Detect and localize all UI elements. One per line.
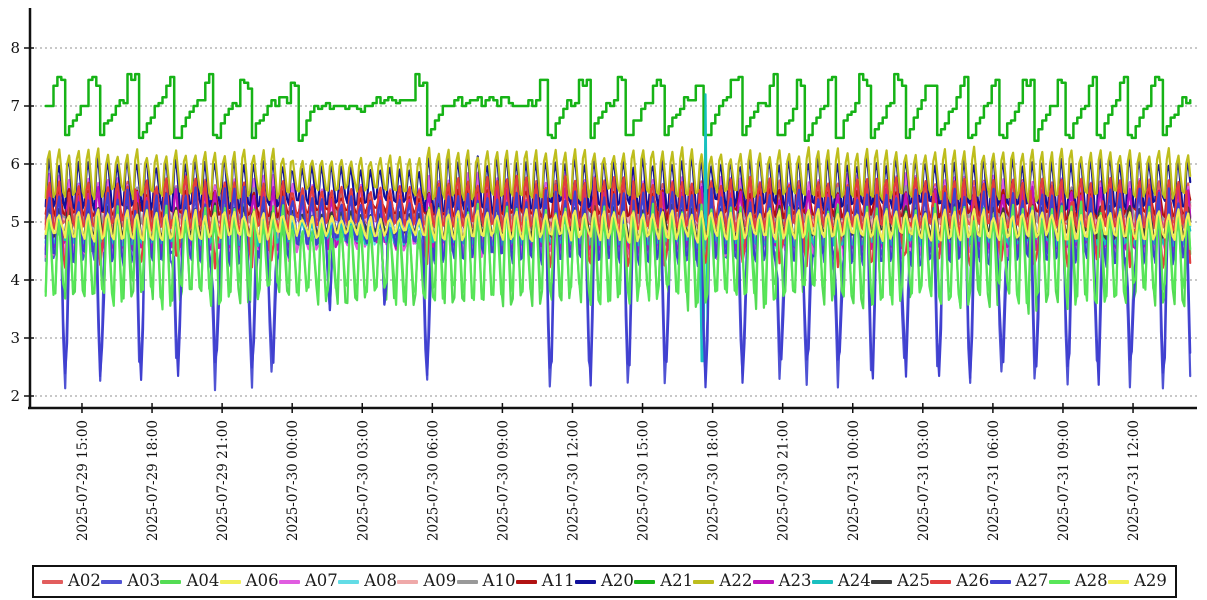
legend: A02 A03 A04 A06 A07 A08 A09 A10 A11 A20 A21 A22 A23 A… [32,565,1177,598]
legend-item-A24: A24 [811,571,871,591]
x-tick-label: 2025-07-30 09:00 [495,420,511,541]
x-tick-label: 2025-07-30 12:00 [565,420,581,541]
series-line-A22 [44,145,1192,204]
x-tick-label: 2025-07-31 03:00 [916,420,932,541]
legend-swatch-A21 [634,579,656,584]
legend-swatch-A22 [693,579,715,584]
legend-item-A06: A06 [219,571,279,591]
x-tick-label: 2025-07-30 21:00 [776,420,792,541]
x-tick-label: 2025-07-31 00:00 [846,420,862,541]
legend-swatch-A29 [1107,579,1129,584]
legend-label: A03 [127,571,161,591]
x-tick-label: 2025-07-30 06:00 [425,420,441,541]
legend-item-A10: A10 [456,571,516,591]
legend-label: A23 [778,571,812,591]
series-line-A28 [44,200,1192,311]
legend-swatch-A28 [1048,579,1070,584]
legend-label: A29 [1133,571,1167,591]
legend-label: A06 [245,571,279,591]
legend-item-A08: A08 [338,573,397,590]
legend-item-A20: A20 [574,571,634,591]
legend-item-A27: A27 [989,571,1049,591]
legend-swatch-A26 [930,579,952,584]
x-tick-label: 2025-07-29 21:00 [215,420,231,541]
x-tick-label: 2025-07-29 18:00 [145,420,161,541]
x-tick-label: 2025-07-30 18:00 [706,420,722,541]
legend-label: A28 [1074,571,1108,591]
legend-swatch-A25 [871,579,893,584]
legend-swatch-A06 [219,579,241,584]
legend-swatch-A10 [456,579,478,584]
legend-item-A25: A25 [871,573,930,590]
legend-item-A03: A03 [101,573,160,590]
x-tick-label: 2025-07-30 00:00 [285,420,301,541]
legend-item-A07: A07 [278,571,338,591]
series-line-A29 [44,207,1192,244]
y-tick-label: 2 [10,387,20,405]
legend-item-A09: A09 [397,573,456,590]
series-line-A21 [44,72,1192,143]
legend-swatch-A24 [811,579,833,584]
y-tick-label: 7 [10,97,20,115]
legend-swatch-A11 [515,579,537,584]
legend-label: A11 [541,571,575,591]
legend-label: A07 [304,571,338,591]
legend-swatch-A02 [42,579,63,584]
x-tick-label: 2025-07-31 12:00 [1126,420,1142,541]
legend-label: A02 [68,571,101,591]
y-tick-label: 5 [10,213,20,231]
legend-label: A25 [897,571,930,591]
legend-item-A21: A21 [634,573,693,590]
legend-swatch-A08 [338,579,360,584]
y-tick-label: 4 [10,271,20,289]
legend-item-A02: A02 [42,573,101,590]
legend-item-A28: A28 [1048,571,1108,591]
legend-label: A27 [1015,571,1049,591]
legend-item-A29: A29 [1107,571,1167,591]
x-tick-label: 2025-07-30 03:00 [355,420,371,541]
x-tick-label: 2025-07-31 06:00 [986,420,1002,541]
x-tick-label: 2025-07-30 15:00 [636,420,652,541]
y-tick-label: 6 [10,155,20,173]
legend-label: A09 [423,571,457,591]
x-axis-ticks: 2025-07-29 15:00 2025-07-29 18:00 2025-07-… [75,403,1142,541]
y-tick-label: 3 [10,329,20,347]
legend-item-A23: A23 [752,571,812,591]
series-group [44,72,1192,392]
legend-label: A10 [482,571,516,591]
legend-label: A08 [364,571,398,591]
legend-label: A26 [956,571,990,591]
legend-swatch-A20 [574,579,596,584]
legend-item-A26: A26 [930,573,989,590]
legend-swatch-A03 [101,579,123,584]
legend-swatch-A07 [278,579,300,584]
legend-label: A22 [719,571,753,591]
legend-item-A04: A04 [160,573,219,590]
legend-swatch-A09 [397,579,419,584]
x-tick-label: 2025-07-29 15:00 [75,420,91,541]
legend-swatch-A23 [752,579,774,584]
y-tick-label: 8 [10,39,20,57]
legend-item-A11: A11 [515,571,575,591]
legend-label: A21 [660,571,694,591]
x-tick-label: 2025-07-31 09:00 [1056,420,1072,541]
legend-item-A22: A22 [693,573,752,590]
legend-label: A24 [837,571,871,591]
legend-swatch-A04 [160,579,182,584]
legend-label: A20 [600,571,634,591]
legend-swatch-A27 [989,579,1011,584]
legend-label: A04 [186,571,220,591]
